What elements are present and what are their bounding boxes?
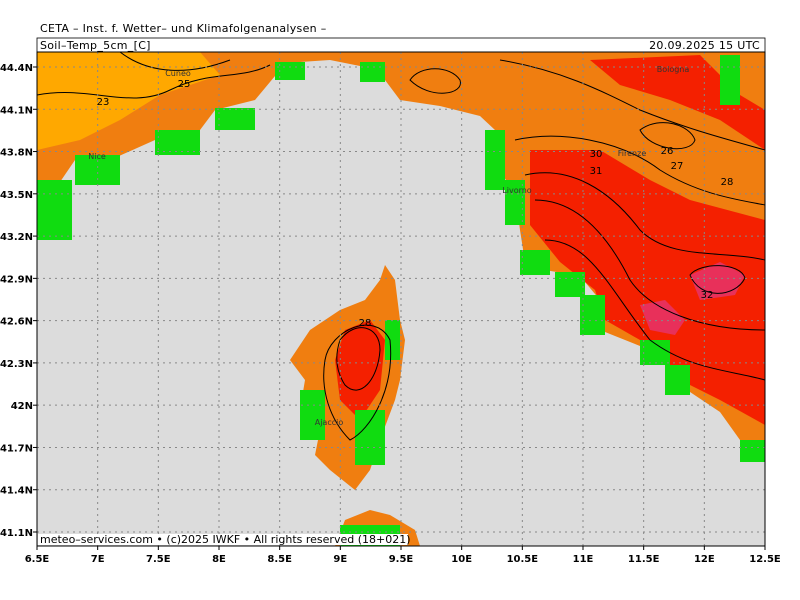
contour-label: 25 [178, 79, 191, 90]
contour-label: 28 [359, 318, 372, 329]
lat-tick-label: 43.2N [0, 232, 33, 243]
place-name: Bologna [657, 65, 690, 74]
place-name: Cuneo [165, 69, 191, 78]
lat-tick-label: 44.4N [0, 63, 33, 74]
header-title: CETA – Inst. f. Wetter– und Klimafolgena… [40, 22, 327, 35]
lon-tick-label: 12E [694, 554, 715, 565]
contour-label: 27 [671, 161, 684, 172]
place-name: Firenze [618, 149, 647, 158]
warm-area-west [37, 52, 220, 150]
valid-time: 20.09.2025 15 UTC [649, 39, 760, 52]
lon-tick-label: 11E [573, 554, 594, 565]
lat-tick-label: 44.1N [0, 105, 33, 116]
corsica-hot [335, 320, 385, 420]
place-name: Livorno [502, 186, 532, 195]
lon-tick-label: 12.5E [749, 554, 781, 565]
lon-tick-label: 8E [212, 554, 226, 565]
map-labels: 6.5E 7E 7.5E 8E 8.5E 9E 9.5E 10E 10.5E 11E 11.5E 12… [0, 63, 781, 565]
variable-label: Soil–Temp_5cm_[C] [40, 39, 151, 52]
contour-label: 28 [721, 177, 734, 188]
hot-area [530, 150, 765, 425]
lon-tick-label: 10.5E [507, 554, 539, 565]
lon-tick-label: 7.5E [146, 554, 171, 565]
lon-tick-label: 8.5E [267, 554, 292, 565]
footer: meteo–services.com • (c)2025 IWKF • All … [40, 533, 411, 546]
footer-bg [38, 534, 408, 545]
hottest-area [640, 300, 685, 335]
place-name: Ajaccio [315, 418, 344, 427]
lat-tick-label: 43.5N [0, 190, 33, 201]
graticule [37, 52, 765, 546]
lon-tick-label: 10E [451, 554, 472, 565]
map-area [37, 52, 765, 546]
lon-tick-label: 6.5E [25, 554, 50, 565]
lon-tick-label: 7E [91, 554, 105, 565]
lat-tick-label: 41.7N [0, 443, 33, 454]
lat-tick-label: 43.8N [0, 148, 33, 159]
lat-tick-label: 42.9N [0, 274, 33, 285]
contour-label: 31 [590, 166, 603, 177]
lat-tick-label: 42.3N [0, 359, 33, 370]
lat-tick-label: 41.1N [0, 528, 33, 539]
lon-tick-label: 9.5E [389, 554, 414, 565]
lat-tick-label: 42N [11, 401, 33, 412]
place-name: Nice [88, 152, 106, 161]
lon-tick-label: 9E [333, 554, 347, 565]
contour-label: 32 [701, 290, 714, 301]
contour-label: 23 [97, 97, 110, 108]
contour-label: 26 [661, 146, 674, 157]
contours [37, 52, 765, 441]
lat-tick-label: 42.6N [0, 317, 33, 328]
lon-tick-label: 11.5E [628, 554, 660, 565]
lat-tick-label: 41.4N [0, 486, 33, 497]
contour-label: 30 [590, 149, 603, 160]
